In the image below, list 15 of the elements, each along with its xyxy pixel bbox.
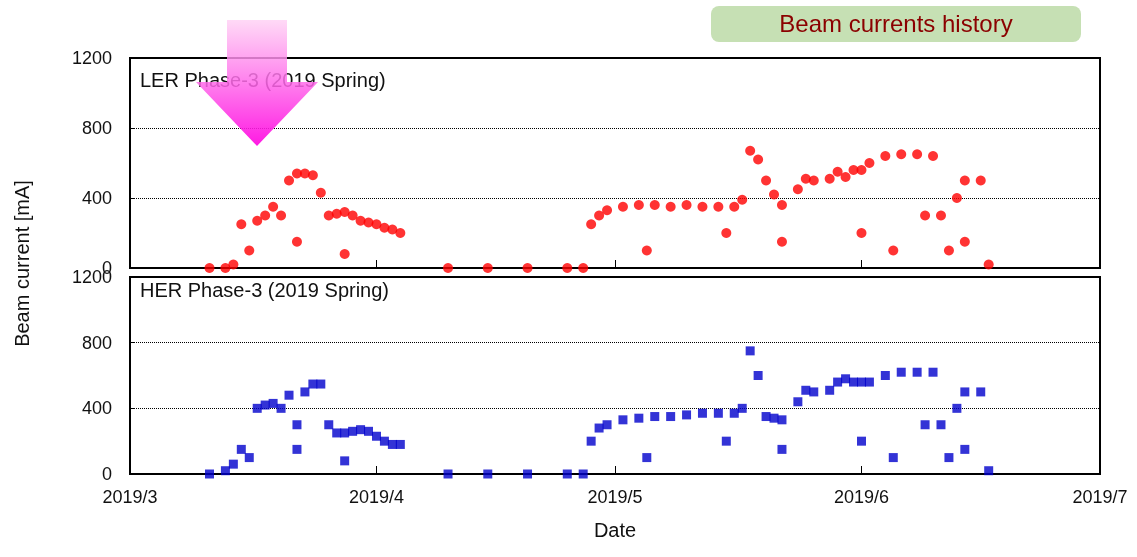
- y-tick-label: 400: [81, 398, 112, 419]
- y-tick-label: 0: [101, 464, 112, 484]
- x-tick-label: 2019/6: [833, 487, 890, 507]
- y-axis-title: Beam current [mA]: [10, 179, 34, 349]
- x-tick-label: 2019/5: [587, 487, 643, 507]
- x-tick-label: 2019/3: [102, 487, 158, 507]
- y-tick-label: 800: [81, 332, 112, 353]
- annotation: HER Phase-3 (2019 Spring): [140, 279, 390, 301]
- chart-title: Beam currents history: [711, 6, 1081, 42]
- x-axis-title: Date: [593, 519, 637, 541]
- x-tick-label: 2019/7: [1072, 487, 1128, 507]
- y-tick-label: 1200: [71, 48, 112, 68]
- x-tick-label: 2019/4: [348, 487, 405, 507]
- y-tick-label: 800: [81, 118, 112, 138]
- y-tick-label: 400: [81, 188, 112, 208]
